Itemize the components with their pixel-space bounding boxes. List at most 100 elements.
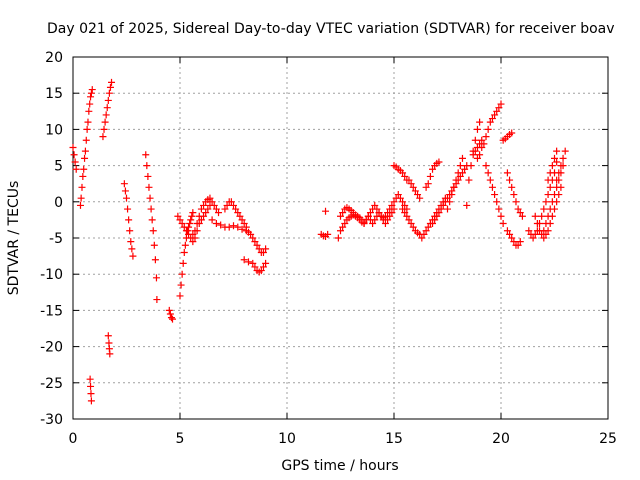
data-point xyxy=(238,225,246,233)
data-point xyxy=(79,172,87,180)
data-point xyxy=(396,194,404,202)
data-point xyxy=(249,259,257,267)
data-point xyxy=(191,234,199,242)
data-point xyxy=(339,223,347,231)
data-point xyxy=(212,220,220,228)
data-point xyxy=(497,212,505,220)
data-point xyxy=(262,259,270,267)
data-point xyxy=(540,227,548,235)
data-point xyxy=(540,234,548,242)
data-point xyxy=(87,89,95,97)
data-point xyxy=(514,241,522,249)
data-point xyxy=(255,245,263,253)
data-point xyxy=(225,223,233,231)
data-point xyxy=(488,115,496,123)
data-point xyxy=(129,252,137,260)
data-point xyxy=(72,165,80,173)
data-point xyxy=(476,151,484,159)
data-point xyxy=(146,194,154,202)
data-point xyxy=(125,216,133,224)
data-point xyxy=(486,176,494,184)
data-point xyxy=(81,154,89,162)
data-point xyxy=(493,107,501,115)
data-point xyxy=(546,205,554,213)
data-point xyxy=(510,191,518,199)
data-point xyxy=(454,176,462,184)
data-point xyxy=(444,205,451,213)
data-point xyxy=(476,140,484,148)
data-point xyxy=(251,238,259,246)
data-point xyxy=(81,147,89,155)
data-point xyxy=(448,191,456,199)
data-point xyxy=(123,194,130,202)
data-point xyxy=(553,183,561,191)
x-tick-label: 25 xyxy=(599,431,617,447)
data-point xyxy=(180,248,188,256)
data-point xyxy=(551,191,558,199)
data-point xyxy=(108,78,116,86)
y-tick-label: -15 xyxy=(40,303,63,319)
data-point xyxy=(435,158,443,166)
data-point xyxy=(388,209,396,217)
data-point xyxy=(147,205,155,213)
data-point xyxy=(375,209,383,217)
data-point xyxy=(525,227,533,235)
data-point xyxy=(493,198,501,206)
data-point xyxy=(244,258,252,266)
data-point xyxy=(253,241,261,249)
data-point xyxy=(407,220,415,228)
x-tick-label: 20 xyxy=(492,431,510,447)
data-point xyxy=(471,147,479,155)
data-point xyxy=(364,212,372,220)
data-point xyxy=(124,205,132,213)
data-point xyxy=(102,111,110,119)
data-point xyxy=(473,154,481,162)
data-point xyxy=(142,151,150,159)
data-point xyxy=(405,176,413,184)
data-point xyxy=(165,306,173,314)
data-point xyxy=(106,83,114,91)
data-point xyxy=(169,315,177,323)
data-point xyxy=(390,198,398,206)
data-point xyxy=(503,227,511,235)
data-point xyxy=(508,234,516,242)
data-point xyxy=(174,212,182,220)
data-point xyxy=(484,125,492,133)
data-point xyxy=(234,223,242,231)
data-point xyxy=(105,89,113,97)
data-point xyxy=(221,205,229,213)
data-point xyxy=(544,212,552,220)
data-point xyxy=(471,136,479,144)
data-point xyxy=(482,133,490,141)
data-point xyxy=(103,104,111,112)
y-tick-label: 20 xyxy=(45,50,63,66)
data-point xyxy=(435,209,443,217)
data-point xyxy=(531,212,539,220)
data-point xyxy=(262,245,270,253)
data-point xyxy=(360,220,368,228)
data-point xyxy=(424,223,432,231)
data-point xyxy=(334,234,342,242)
data-point xyxy=(99,133,107,141)
data-point xyxy=(499,220,507,228)
data-point xyxy=(85,107,93,115)
data-point xyxy=(458,154,466,162)
data-point xyxy=(78,183,86,191)
data-point xyxy=(512,198,520,206)
data-point xyxy=(100,125,108,133)
data-point xyxy=(208,198,216,206)
data-point xyxy=(127,238,135,246)
ticks-layer: 0 5 10 15 20 25 -30 -25 -20 -15 -10 -5 0 5 10 15 20 xyxy=(40,50,617,447)
data-point xyxy=(366,209,374,217)
data-point xyxy=(540,205,548,213)
data-point xyxy=(531,230,539,238)
y-tick-label: -10 xyxy=(40,267,63,283)
data-point xyxy=(484,169,492,177)
data-point xyxy=(337,227,344,235)
data-point xyxy=(181,241,189,249)
data-point xyxy=(542,198,550,206)
data-point xyxy=(227,198,235,206)
data-point xyxy=(491,191,499,199)
data-point xyxy=(403,212,411,220)
